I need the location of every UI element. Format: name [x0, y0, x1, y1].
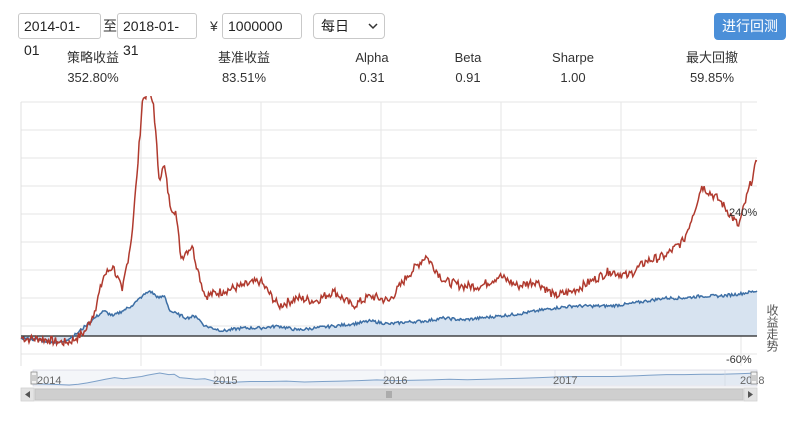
navigator-year-label: 2015 [213, 375, 237, 387]
stat-label: Sharpe [552, 50, 594, 65]
stat-label: 策略收益 [66, 50, 119, 65]
range-scrollbar[interactable] [20, 387, 758, 402]
stat-sharpe: Sharpe 1.00 [518, 48, 628, 88]
stat-benchmark-return: 基准收益 83.51% [189, 48, 299, 88]
navigator-left-handle[interactable] [30, 371, 38, 385]
stat-value: 352.80% [67, 70, 119, 85]
y-tick-label: -60% [726, 354, 752, 366]
returns-chart: 240% -60% 2014 2015 2016 2017 2018 [0, 85, 804, 420]
chevron-down-icon [368, 23, 378, 30]
benchmark-area [21, 291, 757, 344]
end-date-input[interactable]: 2018-01-31 [117, 13, 197, 58]
stat-value: 59.85% [689, 70, 735, 85]
navigator-area [33, 373, 757, 385]
range-navigator[interactable]: 2014 2015 2016 2017 2018 [30, 369, 764, 387]
benchmark-line [20, 290, 758, 345]
y-axis-title: 收益走势 [765, 304, 779, 352]
stat-value: 83.51% [221, 70, 267, 85]
stat-beta: Beta 0.91 [413, 48, 523, 88]
strategy-line [20, 85, 758, 348]
stat-strategy-return: 策略收益 352.80% [38, 48, 148, 88]
currency-symbol: ¥ [210, 18, 218, 34]
stat-max-drawdown: 最大回撤 59.85% [657, 48, 767, 88]
navigator-year-label: 2014 [37, 375, 61, 387]
frequency-value: 每日 [321, 18, 349, 34]
navigator-year-label: 2017 [553, 375, 577, 387]
stats-bar: 策略收益 352.80% 基准收益 83.51% Alpha 0.31 Beta… [0, 48, 804, 92]
y-tick-label: 240% [729, 207, 757, 219]
run-backtest-button[interactable]: 进行回测 [714, 13, 786, 40]
toolbar: 2014-01-01 至 2018-01-31 ¥ 1000000 每日 进行回… [0, 0, 804, 58]
navigator-line [32, 372, 758, 386]
frequency-select[interactable]: 每日 [313, 13, 385, 39]
capital-input[interactable]: 1000000 [222, 13, 302, 39]
start-date-input[interactable]: 2014-01-01 [18, 13, 101, 58]
navigator-right-handle[interactable] [750, 371, 758, 385]
stat-label: Alpha [355, 50, 389, 65]
stat-value: 0.31 [359, 70, 385, 85]
stat-label: Beta [454, 50, 482, 65]
stat-label: 最大回撤 [685, 50, 738, 65]
date-range-separator: 至 [103, 18, 117, 34]
stat-alpha: Alpha 0.31 [317, 48, 427, 88]
navigator-year-label: 2016 [383, 375, 407, 387]
returns-chart-svg: 240% -60% 2014 2015 2016 2017 2018 [20, 85, 764, 402]
stat-label: 基准收益 [217, 50, 270, 65]
stat-value: 0.91 [455, 70, 481, 85]
stat-value: 1.00 [560, 70, 586, 85]
